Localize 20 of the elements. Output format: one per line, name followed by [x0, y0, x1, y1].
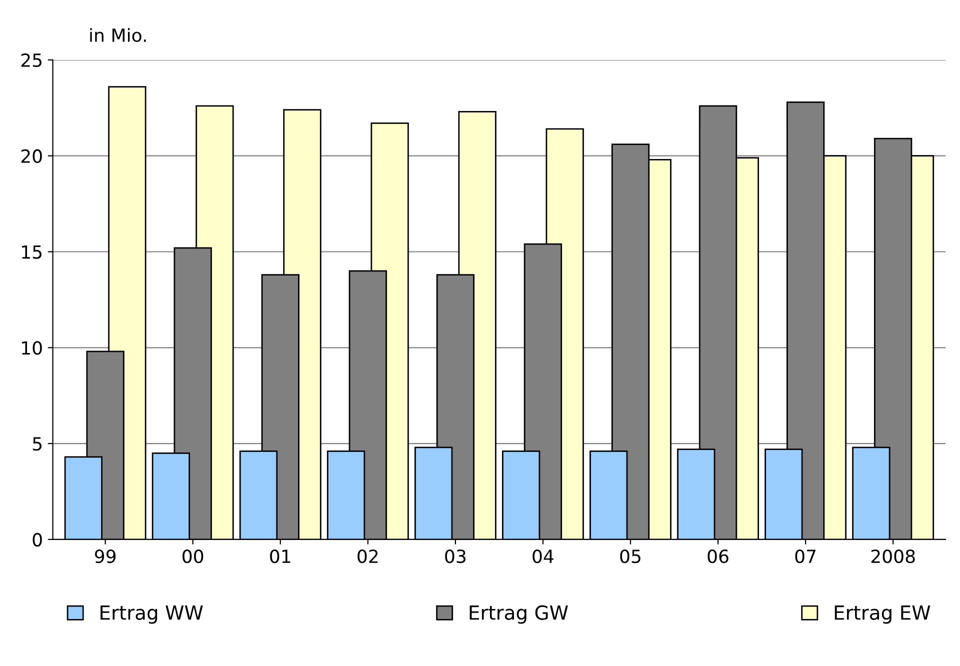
x-tick-label: 04: [532, 550, 554, 564]
x-tick-label: 06: [708, 550, 728, 564]
y-tick-label: 0: [32, 532, 42, 547]
x-tick-label: 07: [795, 550, 816, 564]
x-tick-label: 05: [620, 550, 640, 564]
x-tick-label: 03: [445, 550, 466, 564]
legend-label: Ertrag GW: [470, 605, 568, 624]
y-tick-label: 20: [21, 149, 42, 163]
legend-label: Ertrag EW: [834, 606, 930, 624]
x-tick-label: 99: [94, 550, 116, 564]
legend-label: Ertrag WW: [100, 606, 203, 624]
y-axis-title: in Mio.: [90, 28, 146, 42]
y-tick-label: 5: [32, 437, 42, 451]
y-tick-label: 25: [21, 53, 42, 68]
x-tick-label: 00: [182, 550, 204, 564]
y-tick-label: 15: [22, 245, 42, 259]
x-tick-label: 02: [358, 550, 378, 564]
x-tick-label: 01: [270, 550, 290, 564]
x-tick-label: 2008: [871, 550, 915, 564]
y-tick-label: 10: [22, 341, 42, 355]
